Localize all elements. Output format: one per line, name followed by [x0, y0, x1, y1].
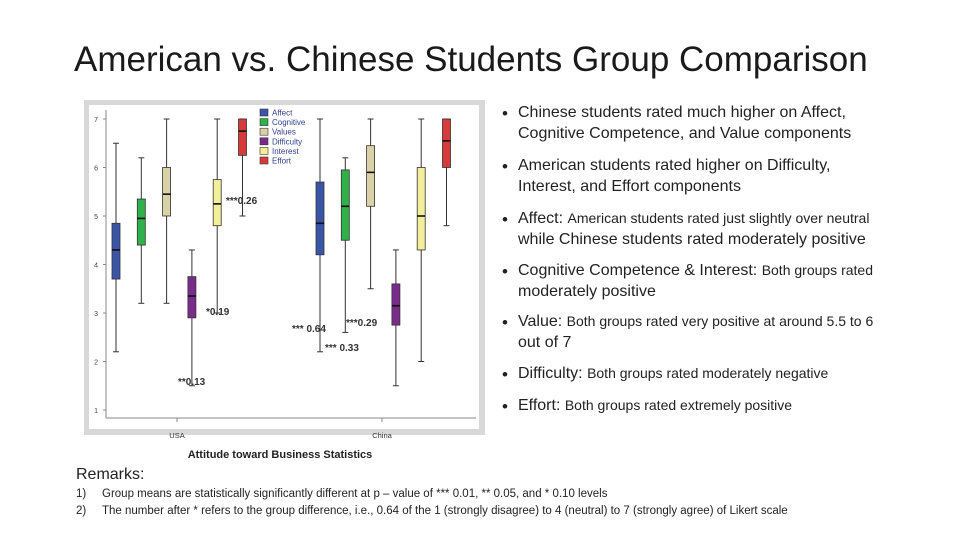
box-cognitive-usa — [136, 198, 146, 246]
legend-swatch — [259, 156, 269, 165]
bullet-dot: • — [502, 157, 508, 176]
bullet-text: Cognitive Competence & Interest: Both gr… — [518, 262, 873, 280]
y-tick-label: 2 — [94, 360, 98, 367]
legend-label: Effort — [272, 157, 292, 166]
box-values-china — [366, 145, 376, 207]
y-tick-label: 4 — [94, 263, 98, 270]
box-difficulty-china — [391, 283, 401, 326]
bullet-heading: Difficulty: — [518, 365, 588, 382]
significance-annotation: **0.13 — [178, 377, 206, 388]
box-values-usa — [162, 167, 171, 217]
bullet-text: Effort: Both groups rated extremely posi… — [518, 397, 792, 415]
box-effort-usa — [238, 118, 247, 156]
bullet-dot: • — [502, 313, 508, 332]
remark-text: Group means are statistically significan… — [102, 488, 608, 500]
bullet-text: out of 7 — [518, 334, 572, 351]
legend-label: Values — [272, 128, 296, 137]
bullet-detail: Both groups rated moderately negative — [587, 365, 829, 381]
bullet-dot: • — [502, 262, 508, 281]
remark-number: 2) — [76, 505, 87, 517]
bullet-text: Affect: American students rated just sli… — [518, 210, 869, 228]
bullet-detail: Both groups rated very positive at aroun… — [566, 313, 874, 329]
plot-frame — [84, 100, 485, 435]
significance-annotation: ***0.26 — [226, 196, 258, 207]
bullet-dot: • — [502, 397, 508, 416]
bullet-heading: Value: — [518, 313, 567, 330]
bullet-heading: Cognitive Competence & Interest: — [518, 262, 762, 279]
legend-label: Interest — [272, 147, 299, 156]
significance-annotation: ***0.29 — [346, 318, 378, 329]
x-category-label: USA — [169, 431, 184, 440]
remark-note: 1) Group means are statistically signific… — [76, 488, 607, 500]
box-cognitive-china — [340, 169, 350, 241]
significance-annotation: *** 0.64 — [292, 324, 326, 335]
bullet-detail: American students rated just slightly ov… — [567, 210, 870, 226]
remarks-heading: Remarks: — [76, 466, 145, 483]
bullet-dot: • — [502, 210, 508, 229]
bullet-text: Difficulty: Both groups rated moderately… — [518, 365, 828, 383]
y-tick-label: 7 — [94, 117, 98, 124]
legend-swatch — [259, 108, 269, 117]
bullet-heading: Affect: — [518, 210, 568, 227]
bullet-text: Value: Both groups rated very positive a… — [518, 313, 873, 331]
legend-swatch — [259, 118, 269, 126]
legend-label: Difficulty — [272, 137, 302, 146]
bullet-dot: • — [502, 365, 508, 384]
legend-label: Cognitive — [272, 118, 306, 127]
bullet-text: American students rated higher on Diffic… — [518, 157, 831, 174]
legend-swatch — [259, 137, 269, 146]
boxplot-chart: 1 2 3 4 5 6 7 Affect Cognitive Values Difficulty I… — [84, 100, 492, 466]
y-tick-label: 5 — [94, 214, 98, 221]
bullet-text: Cognitive Competence, and Value componen… — [518, 125, 852, 142]
box-interest-usa — [212, 179, 222, 227]
x-axis-label: Attitude toward Business Statistics — [188, 449, 373, 461]
significance-annotation: *** 0.33 — [325, 343, 359, 354]
box-interest-china — [416, 167, 426, 251]
x-category-label: China — [372, 431, 392, 440]
y-tick-label: 3 — [94, 311, 98, 318]
remark-note: 2) The number after * refers to the group… — [76, 505, 788, 517]
bullet-text: Interest, and Effort components — [518, 178, 741, 195]
legend-swatch — [259, 147, 269, 155]
slide-title: American vs. Chinese Students Group Comp… — [74, 40, 868, 79]
legend-swatch — [259, 127, 269, 136]
significance-annotation: *0.19 — [206, 307, 230, 318]
bullet-text: moderately positive — [518, 283, 656, 300]
box-affect-china — [315, 181, 325, 256]
bullet-detail: Both groups rated extremely positive — [564, 397, 793, 413]
boxplot-svg: 1 2 3 4 5 6 7 AffectCognitiveValuesDifficultyI… — [84, 100, 492, 466]
remark-number: 1) — [76, 488, 87, 500]
bullet-text: while Chinese students rated moderately … — [518, 231, 866, 248]
legend-label: Affect — [272, 109, 293, 118]
box-effort-china — [442, 118, 451, 168]
y-tick-label: 1 — [94, 408, 98, 415]
bullet-text: Chinese students rated much higher on Af… — [518, 104, 846, 121]
bullet-detail: Both groups rated — [761, 262, 873, 278]
remark-text: The number after * refers to the group d… — [102, 505, 788, 517]
box-affect-usa — [111, 222, 121, 280]
box-difficulty-usa — [187, 276, 197, 319]
y-tick-label: 6 — [94, 166, 98, 173]
bullet-heading: Effort: — [518, 397, 565, 414]
bullet-dot: • — [502, 104, 508, 123]
